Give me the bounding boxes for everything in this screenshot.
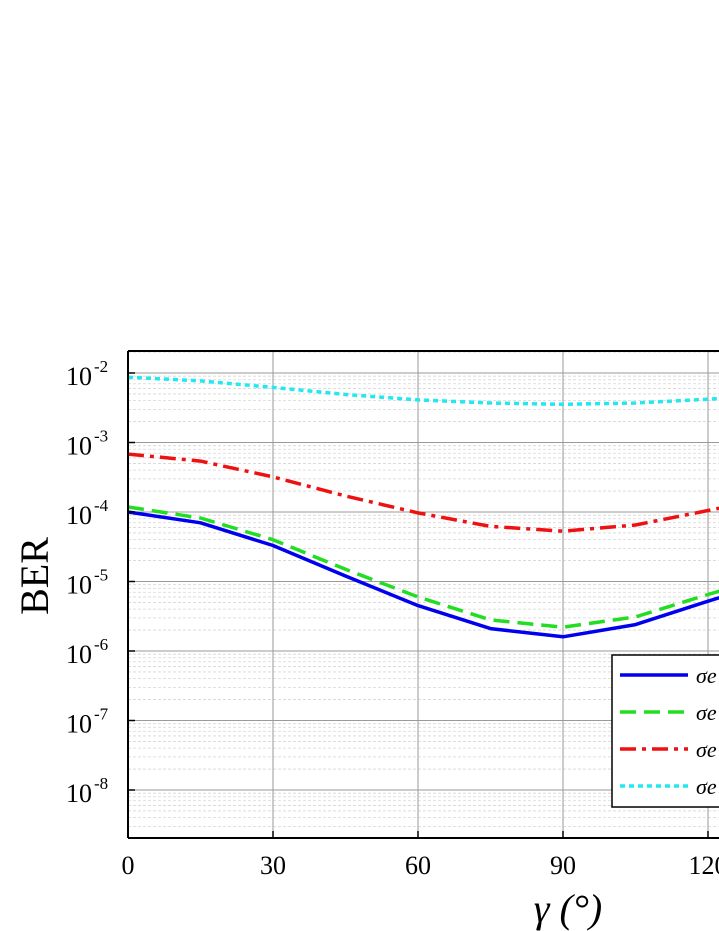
legend: σe / σe / σe / σe / [612, 655, 719, 807]
legend-label-4: σe / [696, 774, 719, 799]
legend-label-2: σe / [696, 700, 719, 725]
y-tick-labels: 10-210-310-410-510-610-710-8 [66, 357, 135, 808]
series-layer [128, 377, 719, 637]
y-tick-exponent: -2 [94, 357, 108, 376]
y-tick-label: 10 [66, 362, 92, 391]
series-line-4 [128, 377, 719, 404]
x-tick-label: 120 [689, 851, 719, 880]
y-tick-label: 10 [66, 432, 92, 461]
x-axis-title: γ (°) [534, 886, 602, 931]
legend-label-1: σe / [696, 663, 719, 688]
y-tick-label: 10 [66, 501, 92, 530]
y-tick-exponent: -3 [94, 427, 108, 446]
y-tick-label: 10 [66, 710, 92, 739]
y-tick-exponent: -5 [94, 566, 108, 585]
x-tick-label: 60 [405, 851, 431, 880]
y-tick-exponent: -7 [94, 705, 109, 724]
y-tick-exponent: -6 [94, 635, 108, 654]
y-tick-exponent: -4 [94, 496, 109, 515]
series-line-3 [128, 454, 719, 531]
y-tick-label: 10 [66, 779, 92, 808]
y-tick-exponent: -8 [94, 774, 108, 793]
legend-label-3: σe / [696, 737, 719, 762]
x-tick-label: 0 [122, 851, 135, 880]
x-tick-label: 90 [550, 851, 576, 880]
y-tick-label: 10 [66, 571, 92, 600]
x-tick-label: 30 [260, 851, 286, 880]
y-axis-title: BER [12, 537, 57, 615]
y-tick-label: 10 [66, 640, 92, 669]
